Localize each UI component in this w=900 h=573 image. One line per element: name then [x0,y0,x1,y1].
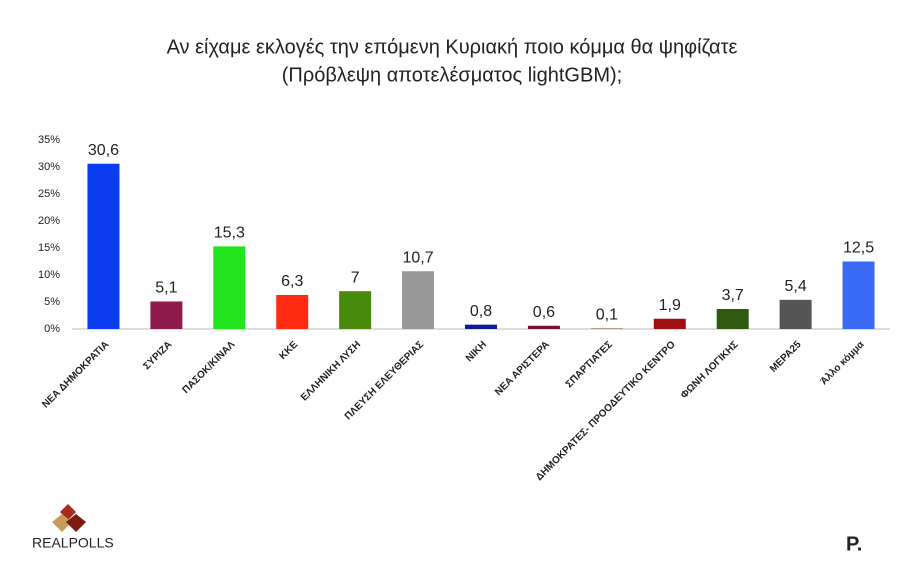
realpolls-logo: REALPOLLS [32,504,114,551]
value-label: 12,5 [843,240,874,257]
bar [590,328,623,329]
y-tick-label: 20% [38,215,60,227]
bar [842,261,875,329]
chart-title: Αν είχαμε εκλογές την επόμενη Κυριακή πο… [167,36,738,58]
bar [402,271,435,329]
y-tick-label: 5% [44,296,60,308]
logo-text: REALPOLLS [32,535,114,551]
bar [527,325,560,329]
value-label: 0,8 [470,303,492,320]
bar [465,324,497,329]
bar [339,291,372,329]
value-label: 7 [351,269,360,286]
logo-shape [52,514,72,532]
value-label: 3,7 [722,287,744,304]
logo-shape [66,514,86,532]
value-label: 6,3 [281,273,303,290]
bar [653,318,686,329]
y-tick-label: 15% [38,242,60,254]
bar [276,294,309,329]
value-label: 10,7 [403,249,434,266]
bar [150,301,183,329]
y-tick-label: 0% [44,323,60,335]
value-label: 30,6 [88,142,119,159]
value-label: 0,1 [596,307,618,324]
value-label: 15,3 [214,225,245,242]
y-tick-label: 30% [38,161,60,173]
bar [779,299,812,329]
value-label: 0,6 [533,304,555,321]
y-tick-label: 25% [38,188,60,200]
logo-p: P. [846,533,862,555]
y-tick-label: 10% [38,269,60,281]
y-tick-label: 35% [38,134,60,146]
bar [716,309,749,329]
value-label: 5,4 [784,278,806,295]
bar [87,163,120,329]
bar [213,246,246,329]
value-label: 5,1 [155,280,177,297]
value-label: 1,9 [659,297,681,314]
chart-subtitle: (Πρόβλεψη αποτελέσματος lightGBM); [282,64,622,86]
